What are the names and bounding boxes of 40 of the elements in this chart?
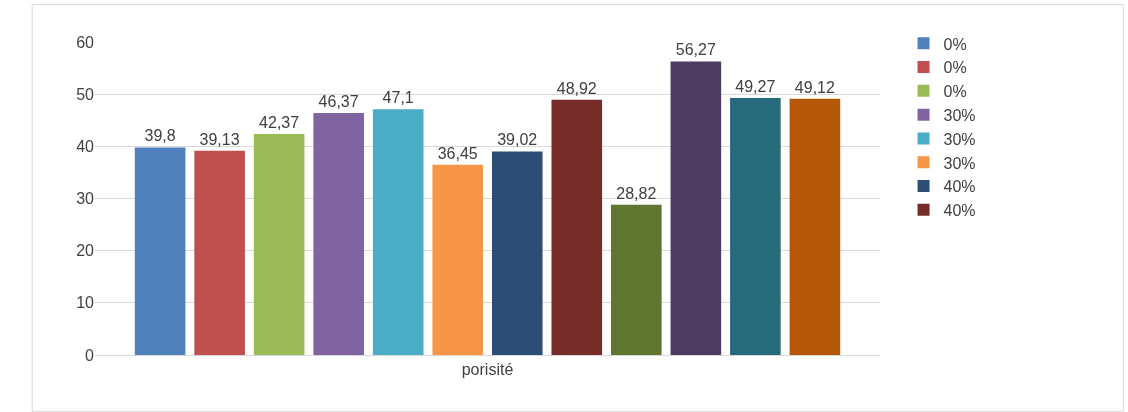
data-label: 42,37 <box>259 113 300 131</box>
bar <box>670 61 722 355</box>
data-label: 28,82 <box>616 184 657 202</box>
data-label: 49,27 <box>735 77 776 95</box>
y-tick-label: 50 <box>76 85 95 103</box>
bar <box>551 99 603 355</box>
bar <box>432 164 484 355</box>
bar <box>611 204 662 355</box>
y-tick-label: 0 <box>85 346 95 364</box>
y-tick-label: 20 <box>76 242 95 260</box>
data-label: 56,27 <box>675 41 716 59</box>
bar <box>372 109 424 355</box>
bar <box>194 150 245 355</box>
y-tick-label: 10 <box>76 294 95 312</box>
legend-label: 30% <box>943 130 976 148</box>
legend-label: 0% <box>943 35 967 53</box>
legend-label: 40% <box>943 178 976 196</box>
data-label: 49,12 <box>794 78 835 96</box>
y-tick-label: 60 <box>76 33 95 51</box>
legend-label: 0% <box>943 59 967 77</box>
y-tick-label: 40 <box>76 137 95 155</box>
bar <box>313 113 364 355</box>
bar <box>491 151 543 355</box>
bar <box>253 133 305 355</box>
data-label: 39,8 <box>144 127 176 145</box>
x-tick-label: porisité <box>461 361 514 379</box>
data-label: 47,1 <box>382 89 414 107</box>
legend-label: 30% <box>943 106 976 124</box>
y-tick-label: 30 <box>76 190 95 208</box>
legend-label: 40% <box>943 202 976 220</box>
bar <box>789 98 841 355</box>
bar <box>730 97 781 355</box>
legend-label: 0% <box>943 83 967 101</box>
data-label: 46,37 <box>318 93 359 111</box>
data-label: 48,92 <box>556 79 597 97</box>
legend-label: 30% <box>943 154 976 172</box>
bar <box>134 147 186 355</box>
data-label: 36,45 <box>437 144 478 162</box>
data-label: 39,13 <box>199 130 240 148</box>
data-label: 39,02 <box>497 131 538 149</box>
